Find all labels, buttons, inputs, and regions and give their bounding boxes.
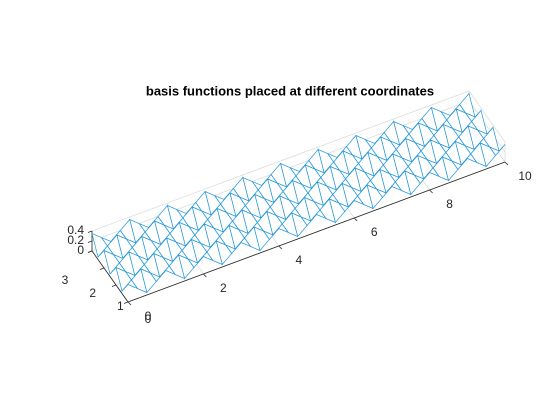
x-tick-label: 8 — [446, 197, 453, 211]
y-tick — [111, 284, 117, 287]
x-tick-label: 0 — [145, 309, 152, 323]
y-tick — [123, 301, 129, 304]
x-tick-label: 10 — [518, 169, 532, 183]
z-tick — [87, 240, 93, 243]
z-tick — [87, 230, 93, 233]
x-tick — [429, 189, 433, 194]
mesh-cell — [121, 279, 139, 292]
z-tick-label: 0.2 — [67, 233, 84, 247]
y-tick-label: 0 — [145, 312, 152, 326]
x-tick — [504, 161, 509, 166]
grid-line — [468, 100, 506, 153]
x-tick — [278, 245, 283, 250]
z-tick-label: 0.4 — [67, 223, 84, 237]
y-tick-label: 2 — [89, 286, 96, 300]
x-tick-label: 4 — [295, 253, 302, 267]
y-axis — [91, 250, 129, 303]
x-tick — [127, 301, 132, 306]
x-tick-label: 6 — [371, 225, 378, 239]
x-axis — [127, 161, 506, 303]
x-tick-label: 2 — [220, 281, 227, 295]
grid-line — [91, 90, 470, 232]
x-tick — [203, 273, 207, 278]
y-tick — [99, 267, 105, 270]
grid-line — [468, 90, 506, 143]
y-tick-label: 1 — [117, 299, 124, 313]
z-tick-label: 0 — [77, 243, 84, 257]
chart-title: basis functions placed at different coor… — [146, 83, 434, 98]
x-tick — [353, 217, 358, 222]
y-tick-label: 3 — [62, 273, 69, 287]
z-tick — [87, 250, 93, 253]
